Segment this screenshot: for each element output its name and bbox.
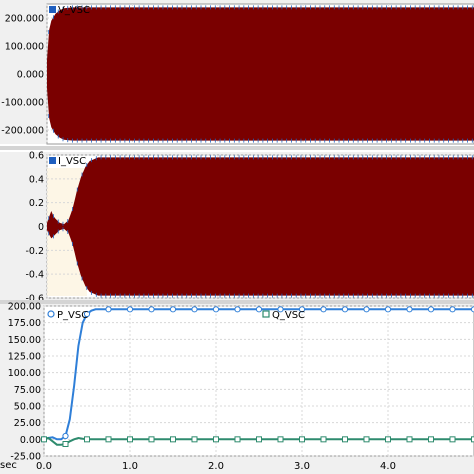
y-tick-label: 0.000 xyxy=(17,70,44,81)
q-vsc-marker xyxy=(385,436,391,443)
q-vsc-marker xyxy=(256,436,262,443)
y-tick-label: 0 xyxy=(38,222,44,233)
q-vsc-marker xyxy=(191,436,198,443)
y-tick-label: 0.4 xyxy=(29,174,44,185)
legend-label-i-vsc: I_VSC xyxy=(58,156,86,167)
p-vsc-marker xyxy=(169,306,177,313)
q-vsc-marker xyxy=(105,436,112,443)
p-vsc-marker xyxy=(384,306,392,313)
p-vsc-marker xyxy=(105,306,112,313)
q-vsc-marker xyxy=(277,436,284,443)
q-vsc-marker xyxy=(84,436,90,443)
p-vsc-marker xyxy=(320,306,327,313)
power-panel: -25.00 0.00 25.00 50.00 75.00 100.00 125.00 150… xyxy=(0,300,474,474)
y-tick-label: 50.00 xyxy=(14,402,41,413)
y-tick-label: -0.4 xyxy=(25,270,44,281)
y-tick-label: -0.2 xyxy=(25,246,44,257)
p-vsc-marker xyxy=(427,306,435,313)
q-vsc-marker xyxy=(170,436,176,443)
x-axis-unit-label: sec xyxy=(0,460,17,471)
p-vsc-marker xyxy=(298,306,306,313)
current-panel-separator[interactable] xyxy=(0,146,474,150)
power-panel-separator[interactable] xyxy=(0,300,474,304)
voltage-panel: -200.000 -100.000 0.000 100.000 200.000 V_VS… xyxy=(0,0,474,145)
current-panel: -0.6 -0.4 -0.2 0 0.2 0.4 0.6 I_VSC xyxy=(0,146,474,305)
y-tick-label: 100.00 xyxy=(8,368,41,379)
y-tick-label: 175.00 xyxy=(8,318,41,329)
signal-band-i-vsc xyxy=(47,157,474,296)
x-tick-label: 1.0 xyxy=(122,461,138,472)
x-tick-label: 2.0 xyxy=(208,461,224,472)
y-tick-label: -0.6 xyxy=(25,294,44,305)
q-vsc-marker xyxy=(320,436,327,443)
legend-label-v-vsc: V_VSC xyxy=(58,5,90,16)
q-vsc-marker xyxy=(234,436,241,443)
p-vsc-marker xyxy=(212,306,220,313)
p-vsc-marker xyxy=(148,306,155,313)
y-tick-label: -100.000 xyxy=(1,98,44,109)
p-vsc-marker xyxy=(363,306,370,313)
p-vsc-marker xyxy=(62,432,69,440)
q-vsc-marker xyxy=(406,436,413,443)
q-vsc-marker xyxy=(127,436,133,443)
y-tick-label: 0.00 xyxy=(20,435,41,446)
q-vsc-marker xyxy=(363,436,370,443)
q-vsc-marker xyxy=(449,436,456,443)
signal-band-v-vsc xyxy=(47,7,474,141)
y-tick-label: 200.000 xyxy=(5,14,44,25)
x-tick-label: 0.0 xyxy=(36,461,52,472)
p-vsc-marker xyxy=(449,306,456,313)
voltage-legend: V_VSC xyxy=(49,5,90,16)
p-vsc-marker xyxy=(126,306,134,313)
q-vsc-marker xyxy=(41,436,47,443)
q-vsc-marker xyxy=(213,436,219,443)
legend-marker xyxy=(49,6,56,13)
p-vsc-marker xyxy=(83,310,91,318)
q-vsc-marker xyxy=(428,436,434,443)
q-vsc-marker xyxy=(471,436,474,443)
y-tick-label: 0.2 xyxy=(29,198,44,209)
x-tick-label: 4.0 xyxy=(380,461,396,472)
p-vsc-marker xyxy=(191,306,198,313)
y-tick-label: -200.000 xyxy=(1,126,44,137)
legend-marker xyxy=(49,157,56,164)
power-plot-area[interactable] xyxy=(43,305,474,457)
current-legend: I_VSC xyxy=(49,156,86,167)
legend-label-q-vsc: Q_VSC xyxy=(272,310,305,321)
q-vsc-marker xyxy=(342,436,348,443)
legend-marker-p xyxy=(47,310,55,318)
series-line-p-vsc xyxy=(43,308,474,441)
q-vsc-marker xyxy=(148,436,155,443)
y-tick-label: 100.000 xyxy=(5,42,44,53)
p-vsc-marker xyxy=(341,306,349,313)
p-vsc-marker xyxy=(406,306,413,313)
p-vsc-marker xyxy=(234,306,241,313)
y-tick-label: 25.00 xyxy=(14,418,41,429)
p-vsc-marker xyxy=(277,306,284,313)
power-legend: P_VSC Q_VSC xyxy=(47,310,305,321)
y-tick-label: 75.00 xyxy=(14,385,41,396)
y-tick-label: 150.00 xyxy=(8,335,41,346)
q-vsc-marker xyxy=(62,441,69,447)
legend-marker-q xyxy=(262,310,270,318)
x-tick-label: 3.0 xyxy=(294,461,310,472)
q-vsc-marker xyxy=(299,436,305,443)
legend-label-p-vsc: P_VSC xyxy=(57,310,88,321)
y-tick-label: 125.00 xyxy=(8,352,41,363)
p-vsc-marker xyxy=(255,306,263,313)
y-tick-label: -25.00 xyxy=(10,452,41,463)
y-tick-label: 200.00 xyxy=(8,302,41,313)
y-tick-label: 0.6 xyxy=(29,151,44,162)
